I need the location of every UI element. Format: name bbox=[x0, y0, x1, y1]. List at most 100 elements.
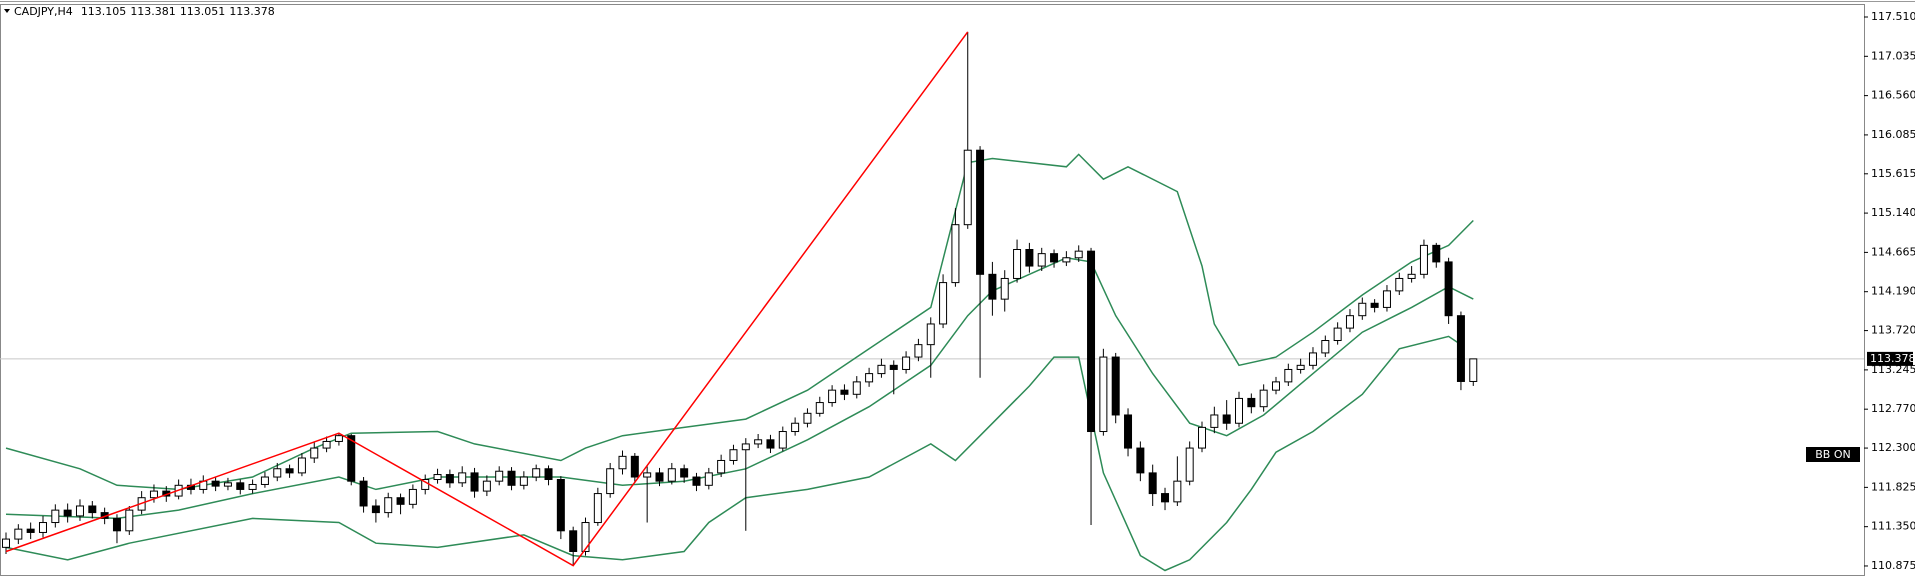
candle-body bbox=[1407, 273, 1416, 279]
candle-body bbox=[704, 472, 713, 486]
y-tick-label: 111.350 bbox=[1871, 520, 1915, 533]
candle-body bbox=[791, 422, 800, 433]
candle-body bbox=[951, 224, 960, 284]
candle-body bbox=[581, 522, 590, 552]
candle-body bbox=[754, 439, 763, 445]
y-tick-label: 114.190 bbox=[1871, 285, 1915, 298]
candle-body bbox=[865, 373, 874, 383]
candle-body bbox=[902, 356, 911, 370]
y-tick-label: 110.875 bbox=[1871, 559, 1915, 572]
candle-body bbox=[963, 149, 972, 226]
bb-button-label: BB ON bbox=[1815, 448, 1850, 461]
candle-body bbox=[1087, 250, 1096, 433]
candle-body bbox=[1050, 253, 1059, 263]
candle-body bbox=[1235, 397, 1243, 424]
header-value: 113.381 bbox=[130, 5, 176, 18]
candle-body bbox=[1419, 244, 1428, 275]
candle-body bbox=[655, 472, 664, 482]
candle-body bbox=[260, 476, 269, 485]
y-tick-label: 115.615 bbox=[1871, 167, 1915, 180]
candle-body bbox=[1333, 327, 1342, 342]
candle-body bbox=[211, 480, 220, 487]
candle-body bbox=[532, 468, 541, 478]
candle-body bbox=[729, 449, 738, 461]
candle-body bbox=[1185, 447, 1194, 482]
candle-body bbox=[519, 476, 528, 486]
y-tick-label: 117.035 bbox=[1871, 49, 1915, 62]
candle-body bbox=[347, 435, 356, 482]
y-tick-label: 113.720 bbox=[1871, 324, 1915, 337]
y-tick-label: 116.085 bbox=[1871, 128, 1915, 141]
candle-body bbox=[236, 482, 245, 490]
last-price-label: 113.378 bbox=[1870, 352, 1915, 365]
candle-body bbox=[643, 472, 652, 478]
last-price-box bbox=[1867, 351, 1913, 366]
candle-body bbox=[322, 440, 331, 449]
menu-arrow[interactable] bbox=[4, 9, 10, 13]
candle-body bbox=[1308, 352, 1317, 366]
candle-body bbox=[14, 528, 23, 540]
candle-body bbox=[803, 412, 812, 424]
candle-body bbox=[618, 455, 627, 470]
candle-body bbox=[815, 402, 824, 414]
candle-body bbox=[1013, 249, 1022, 279]
candle-body bbox=[1198, 426, 1207, 449]
candle-body bbox=[310, 447, 319, 459]
candle-body bbox=[606, 468, 615, 495]
candle-body bbox=[495, 470, 504, 482]
candle-body bbox=[1222, 414, 1231, 424]
candle-body bbox=[1444, 261, 1453, 317]
candle-body bbox=[717, 459, 726, 474]
candle-body bbox=[112, 517, 121, 532]
candle-body bbox=[766, 439, 775, 449]
candle-body bbox=[926, 323, 935, 346]
candle-body bbox=[1296, 364, 1305, 370]
bollinger-band bbox=[5, 257, 1474, 520]
y-tick-label: 111.825 bbox=[1871, 480, 1915, 493]
candle-body bbox=[569, 530, 578, 552]
candle-body bbox=[384, 497, 393, 514]
candle-body bbox=[1210, 414, 1219, 428]
y-tick-label: 112.770 bbox=[1871, 402, 1915, 415]
candle-body bbox=[939, 282, 948, 325]
bb-button[interactable]: BB ON bbox=[1806, 447, 1860, 462]
candle-body bbox=[63, 509, 72, 517]
header-value: 113.105 bbox=[81, 5, 127, 18]
candle-body bbox=[1370, 302, 1379, 308]
y-tick-label: 112.300 bbox=[1871, 441, 1915, 454]
candle-body bbox=[458, 472, 467, 484]
bb-button-bg bbox=[1806, 447, 1860, 462]
candle-body bbox=[544, 468, 553, 481]
candle-body bbox=[828, 389, 837, 404]
candle-body bbox=[741, 443, 750, 451]
candle-body bbox=[976, 149, 985, 275]
candle-body bbox=[1247, 397, 1256, 408]
candle-body bbox=[1469, 358, 1478, 382]
header-value: 113.378 bbox=[229, 5, 275, 18]
candle-body bbox=[1173, 480, 1182, 503]
candle-body bbox=[1321, 340, 1330, 354]
candle-body bbox=[445, 474, 454, 484]
candle-body bbox=[75, 505, 84, 517]
candle-body bbox=[1161, 493, 1170, 503]
candle-body bbox=[988, 273, 997, 300]
candle-body bbox=[1062, 257, 1071, 263]
candle-body bbox=[285, 468, 294, 474]
candle-body bbox=[1136, 447, 1145, 474]
candle-body bbox=[1099, 356, 1108, 433]
header-value: 113.051 bbox=[180, 5, 226, 18]
candle-body bbox=[1074, 250, 1083, 259]
candle-body bbox=[38, 522, 47, 533]
candle-body bbox=[88, 505, 97, 514]
candle-body bbox=[1345, 315, 1354, 329]
candle-body bbox=[680, 468, 689, 478]
candle-body bbox=[248, 483, 257, 490]
candle-body bbox=[1259, 389, 1268, 408]
candle-body bbox=[667, 468, 676, 482]
candle-body bbox=[125, 509, 134, 532]
y-tick-label: 115.140 bbox=[1871, 206, 1915, 219]
candle-body bbox=[556, 479, 565, 532]
candle-body bbox=[630, 455, 639, 478]
candle-body bbox=[470, 472, 479, 492]
candle-body bbox=[1382, 290, 1391, 308]
